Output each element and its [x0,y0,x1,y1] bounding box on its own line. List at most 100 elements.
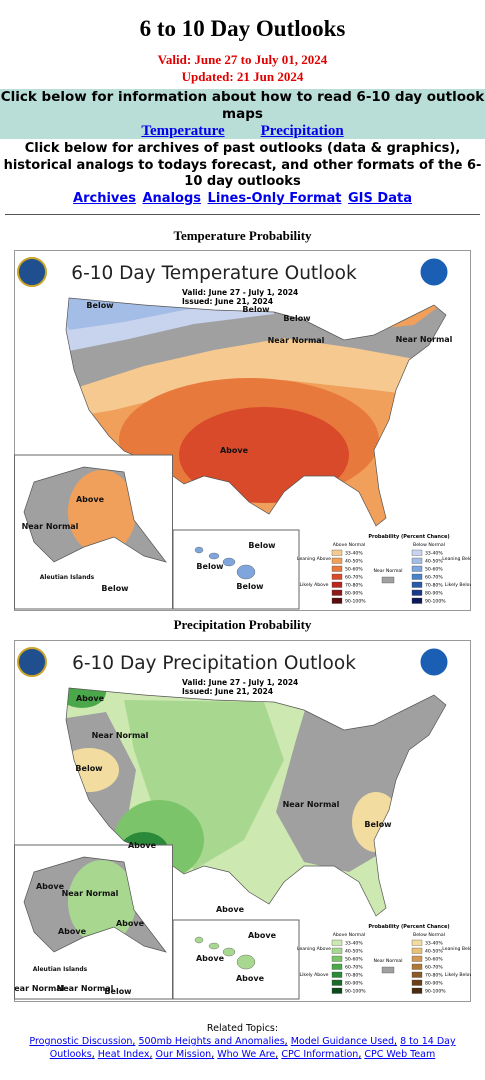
updated-date: Updated: 21 Jun 2024 [181,69,304,84]
legend-percent: 50-60% [425,567,443,573]
legend-swatch [411,971,423,978]
legend-near: Near Normal [373,958,402,964]
legend-percent: 70-80% [425,583,443,589]
legend-swatch [331,955,343,962]
archives-text: Click below for archives of past outlook… [3,141,482,189]
related-link[interactable]: Our Mission [156,1049,215,1060]
legend-percent: 40-50% [345,559,363,565]
related-link[interactable]: Model Guidance Used [291,1036,397,1047]
link[interactable]: Lines-Only Format [207,190,342,206]
legend-percent: 50-60% [345,567,363,573]
legend-percent: 70-80% [345,973,363,979]
divider [5,214,480,215]
region-label: Above [36,882,65,891]
region-label: Above [116,919,145,928]
related-link[interactable]: Heat Index [98,1049,153,1060]
legend-percent: 70-80% [345,583,363,589]
link[interactable]: Analogs [142,190,202,206]
legend-swatch [331,597,343,604]
legend-heading: Probability (Percent Chance) [368,534,449,540]
legend-swatch [331,557,343,564]
legend-percent: 90-100% [425,599,446,605]
region-label: Above [76,495,105,504]
region-above-strong [66,688,106,708]
region-label: Above [128,841,157,850]
legend-swatch [331,573,343,580]
island [236,564,256,580]
island [208,552,220,560]
alaska-map [24,467,166,562]
map-issued: Issued: June 21, 2024 [182,687,273,696]
related-link[interactable]: Prognostic Discussion [29,1036,135,1047]
legend-swatch [331,939,343,946]
noaa-logo [419,257,449,287]
doc-logo [17,257,47,287]
legend-heading: Probability (Percent Chance) [368,924,449,930]
legend-swatch [331,589,343,596]
link[interactable]: Temperature [141,123,225,139]
region-label: Above [196,954,225,963]
legend-percent: 80-90% [345,981,363,987]
legend-swatch [331,987,343,994]
legend-swatch [411,573,423,580]
alaska-outline [23,856,167,953]
region [68,470,136,554]
valid-dates: Valid: June 27 to July 01, 2024 [157,52,328,67]
legend-swatch [411,557,423,564]
region-label: Above [76,694,105,703]
region-label: Below [283,314,311,323]
related-link[interactable]: Who We Are [217,1049,278,1060]
related-heading: Related Topics: [206,1023,279,1034]
legend-likely-below: Likely Below [445,972,471,978]
related-link[interactable]: CPC Information [281,1049,361,1060]
region-label: Below [101,584,129,593]
legend-percent: 50-60% [425,957,443,963]
legend-swatch [381,576,395,584]
region-label: Below [86,301,114,310]
related-links: Prognostic Discussion 500mb Heights and … [14,1035,471,1061]
legend-swatch [411,947,423,954]
legend-swatch [411,581,423,588]
island [194,546,204,554]
island [194,936,204,944]
region-label: Below [364,820,392,829]
doc-logo [17,647,47,677]
map-valid: Valid: June 27 - July 1, 2024 [182,678,298,687]
link[interactable]: Archives [73,190,136,206]
related-link[interactable]: 500mb Heights and Anomalies [138,1036,287,1047]
legend-percent: 50-60% [345,957,363,963]
legend-percent: 70-80% [425,973,443,979]
archives-box: Click below for archives of past outlook… [0,141,485,207]
island [222,947,236,957]
legend-swatch [331,565,343,572]
legend-leaning-below: Leaning Below [442,946,471,952]
legend-below: Below Normal [413,932,445,938]
related-link[interactable]: CPC Web Team [364,1049,436,1060]
legend-percent: 90-100% [425,989,446,995]
legend-percent: 33-40% [345,551,363,557]
legend-percent: 90-100% [345,989,366,995]
legend-percent: 40-50% [425,949,443,955]
legend-above: Above Normal [333,932,366,938]
legend-percent: 90-100% [345,599,366,605]
region-label: Below [104,987,132,996]
legend-leaning-above: Leaning Above [297,556,331,562]
legend-likely-above: Likely Above [299,582,328,588]
legend-swatch [331,581,343,588]
temperature-map: 6-10 Day Temperature Outlook Valid: June … [14,250,471,611]
info-box: Click below for information about how to… [0,89,485,139]
precipitation-map: 6-10 Day Precipitation Outlook Valid: Jun… [14,640,471,1002]
legend-percent: 40-50% [345,949,363,955]
map-issued: Issued: June 21, 2024 [182,297,273,306]
link[interactable]: Precipitation [260,123,344,139]
region-label: Aleutian Islands [33,966,88,973]
hawaii-inset [172,529,300,610]
region-label: Below [75,764,103,773]
legend-likely-below: Likely Below [445,582,471,588]
legend-swatch [331,979,343,986]
legend-swatch [331,963,343,970]
link[interactable]: GIS Data [348,190,412,206]
legend-swatch [411,589,423,596]
page-title: 6 to 10 Day Outlooks [139,16,346,41]
